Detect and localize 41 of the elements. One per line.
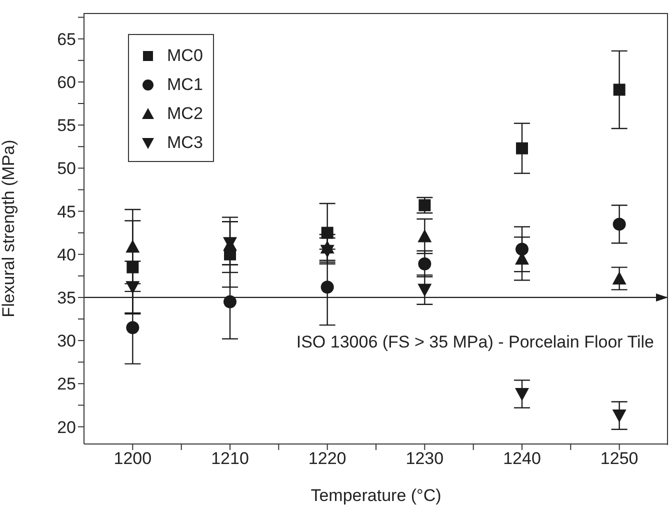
y-tick-label: 40 xyxy=(57,245,76,264)
point xyxy=(418,284,432,297)
y-tick-label: 20 xyxy=(57,418,76,437)
point xyxy=(418,229,432,242)
point xyxy=(126,240,140,253)
point xyxy=(320,280,334,294)
legend-label: MC0 xyxy=(167,46,203,66)
y-tick-label: 25 xyxy=(57,374,76,394)
y-tick-label: 65 xyxy=(57,30,76,49)
x-tick-label: 1210 xyxy=(211,449,249,468)
point xyxy=(515,388,529,402)
legend-label: MC1 xyxy=(167,74,203,94)
point xyxy=(612,271,626,284)
y-tick-label: 50 xyxy=(57,159,76,178)
point xyxy=(613,84,626,96)
point xyxy=(612,410,626,423)
point xyxy=(126,261,139,274)
x-tick-label: 1240 xyxy=(503,449,541,468)
point xyxy=(516,142,528,154)
y-axis-title: Flexural strength (MPa) xyxy=(0,140,18,318)
y-tick-label: 55 xyxy=(57,116,76,136)
point xyxy=(418,257,432,270)
point xyxy=(126,321,140,334)
legend-label: MC3 xyxy=(167,132,203,152)
point xyxy=(612,218,626,231)
x-axis-title: Temperature (°C) xyxy=(310,486,442,505)
point xyxy=(126,281,140,294)
y-tick-label: 30 xyxy=(57,332,76,351)
y-tick-label: 45 xyxy=(57,202,76,222)
point xyxy=(320,244,334,258)
x-tick-label: 1250 xyxy=(600,449,638,468)
legend-label: MC2 xyxy=(167,104,203,124)
y-tick-label: 35 xyxy=(57,288,76,308)
x-tick-label: 1200 xyxy=(114,449,152,468)
ref-line-label: ISO 13006 (FS > 35 MPa) - Porcelain Floor Tile xyxy=(296,332,654,352)
x-tick-label: 1230 xyxy=(406,449,444,468)
point xyxy=(224,295,236,308)
x-tick-label: 1220 xyxy=(308,449,346,468)
point xyxy=(321,226,334,239)
y-tick-label: 60 xyxy=(57,72,76,92)
point xyxy=(516,242,528,256)
